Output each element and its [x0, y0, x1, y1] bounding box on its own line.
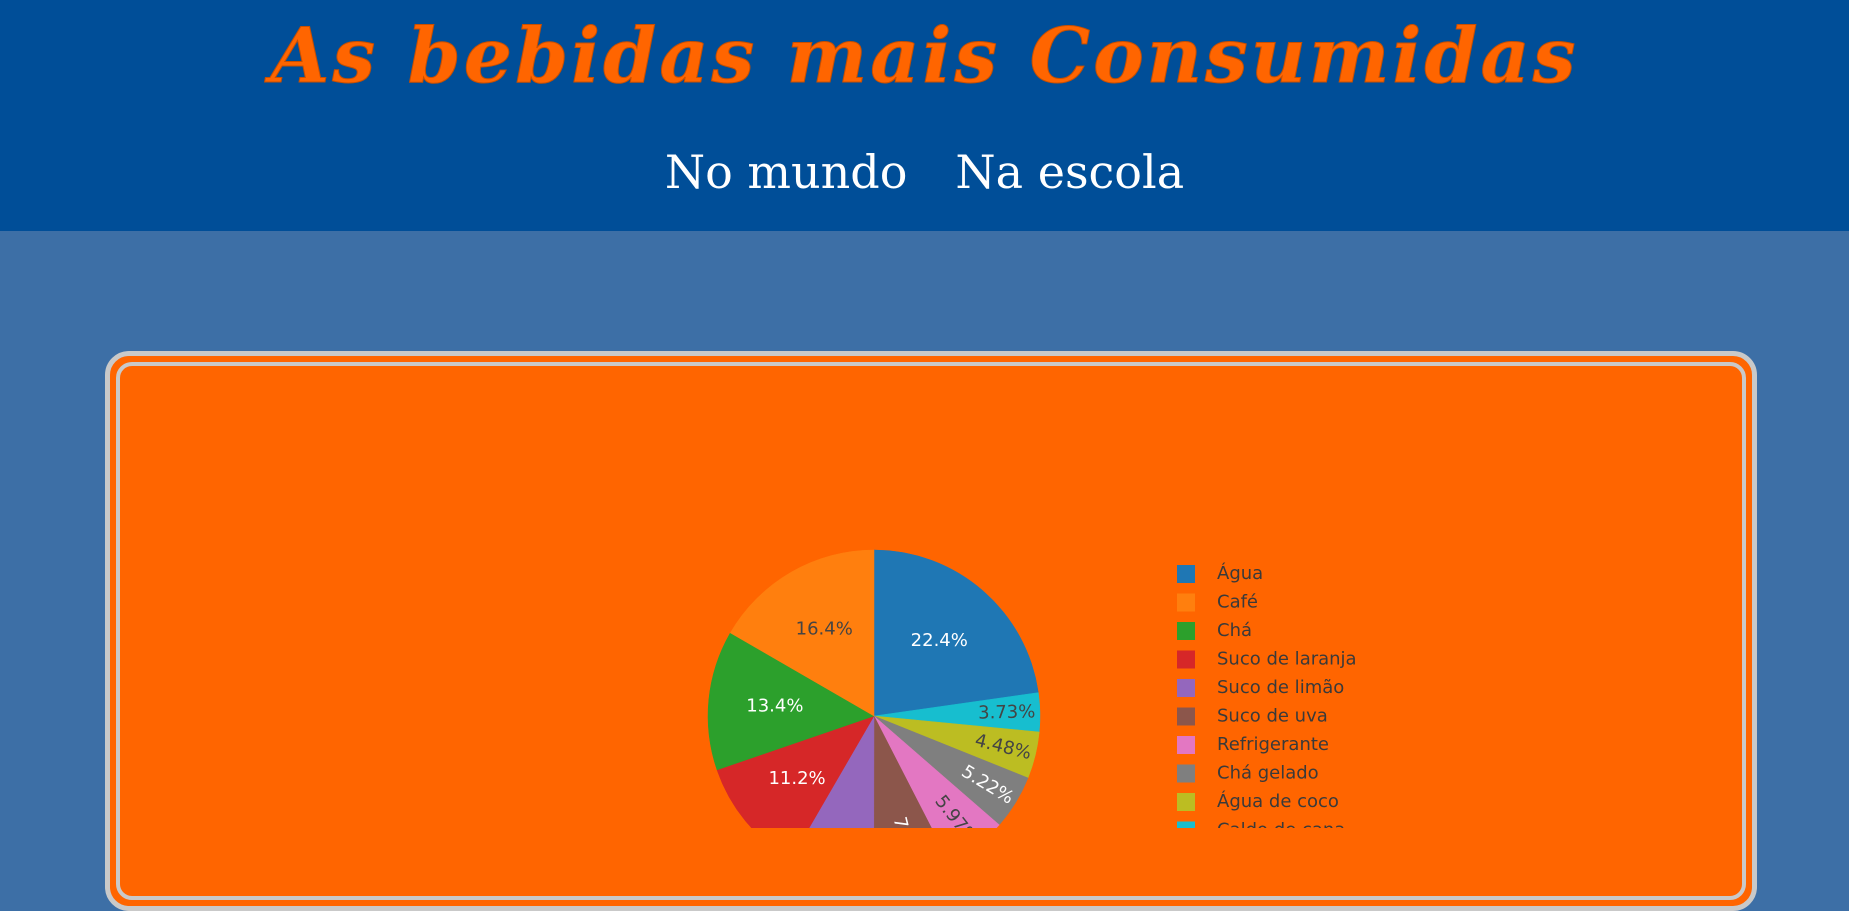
- legend-label: Água de coco: [1217, 790, 1339, 812]
- legend-swatch: [1177, 764, 1195, 783]
- nav-link-no-mundo[interactable]: No mundo: [664, 145, 908, 199]
- main-nav: No mundo Na escola: [0, 140, 1849, 204]
- pie-slice-label: 13.4%: [746, 695, 803, 716]
- legend-item[interactable]: Caldo de cana: [1177, 820, 1345, 829]
- pie-slice-suco-de-laranja[interactable]: [716, 715, 875, 828]
- legend-label: Chá: [1217, 620, 1252, 641]
- legend-item[interactable]: Chá gelado: [1177, 763, 1319, 784]
- legend-item[interactable]: Água de coco: [1177, 790, 1339, 812]
- legend-label: Refrigerante: [1217, 734, 1329, 755]
- page-header: As bebidas mais Consumidas No mundo Na e…: [0, 0, 1849, 231]
- legend-label: Água: [1217, 562, 1263, 584]
- legend-label: Caldo de cana: [1217, 820, 1345, 829]
- legend-label: Café: [1217, 592, 1258, 613]
- legend-item[interactable]: Refrigerante: [1177, 734, 1329, 755]
- pie-slice-chá[interactable]: [707, 632, 875, 771]
- pie-slice-café[interactable]: [729, 549, 875, 717]
- legend-item[interactable]: Suco de laranja: [1177, 649, 1357, 670]
- legend-swatch: [1177, 707, 1195, 726]
- pie-slice-refrigerante[interactable]: [873, 715, 1000, 828]
- legend-swatch: [1177, 793, 1195, 811]
- legend-label: Chá gelado: [1217, 763, 1319, 784]
- legend-item[interactable]: Água: [1177, 562, 1263, 584]
- legend-swatch: [1177, 821, 1195, 828]
- pie-slice-label: 3.73%: [978, 701, 1036, 723]
- legend-item[interactable]: Suco de limão: [1177, 677, 1344, 698]
- pie-slice-label: 11.2%: [768, 768, 825, 789]
- pie-slice-água[interactable]: [873, 549, 1039, 717]
- pie-slices: [707, 549, 1041, 828]
- legend-swatch: [1177, 565, 1195, 583]
- site-title: As bebidas mais Consumidas: [270, 11, 1579, 101]
- legend-swatch: [1177, 650, 1195, 669]
- legend-label: Suco de limão: [1217, 677, 1344, 698]
- chart-legend: Água Café Chá Suco de laranja Suco de limão S…: [1177, 562, 1357, 828]
- nav-link-na-escola[interactable]: Na escola: [955, 145, 1185, 199]
- pie-slice-label: 22.4%: [911, 630, 968, 651]
- pie-slice-suco-de-uva[interactable]: [873, 715, 950, 828]
- legend-swatch: [1177, 679, 1195, 697]
- legend-item[interactable]: Suco de uva: [1177, 706, 1328, 727]
- pie-slice-label: 16.4%: [796, 619, 853, 640]
- legend-swatch: [1177, 736, 1195, 754]
- legend-item[interactable]: Chá: [1177, 620, 1252, 641]
- legend-item[interactable]: Café: [1177, 592, 1258, 613]
- legend-swatch: [1177, 593, 1195, 612]
- legend-label: Suco de laranja: [1217, 649, 1357, 670]
- legend-swatch: [1177, 622, 1195, 640]
- legend-label: Suco de uva: [1217, 706, 1328, 727]
- pie-chart: 22.4%3.73%4.48%5.22%5.97%7.46%11.2%13.4%…: [707, 549, 1357, 828]
